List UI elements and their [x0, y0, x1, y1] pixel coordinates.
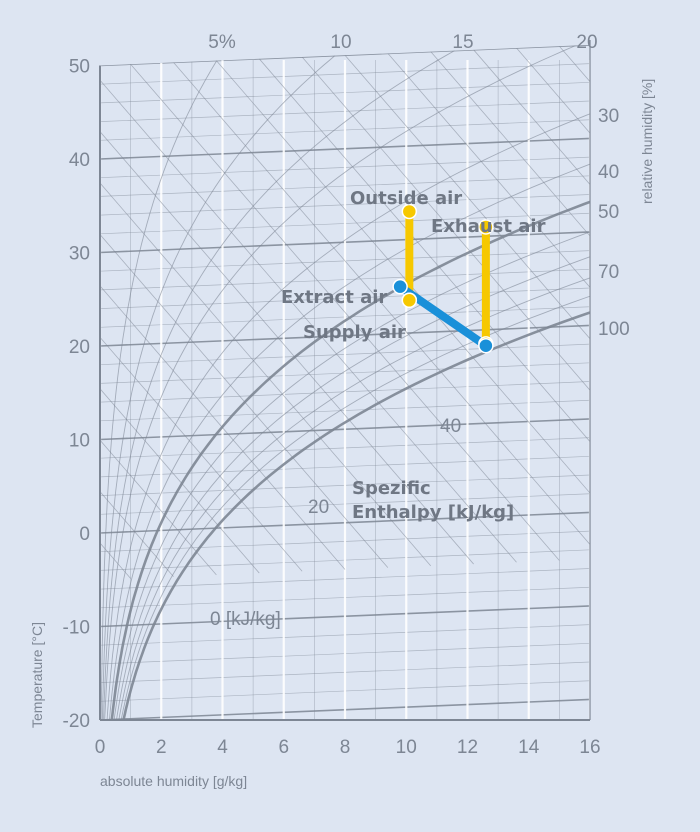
rh-axis-title: relative humidity [%]: [639, 79, 655, 204]
rh-tick-label: 40: [598, 162, 619, 183]
series-point-extract-air: [478, 337, 494, 354]
y-axis-title: Temperature [°C]: [29, 622, 45, 728]
enthalpy-line: [100, 78, 217, 576]
enthalpy-line: [100, 76, 260, 574]
rh-curve-minor: [104, 45, 576, 720]
top-tick-label: 20: [576, 32, 597, 53]
enthalpy-line: [173, 62, 590, 559]
rh-tick-label: 50: [598, 202, 619, 223]
rh-curve-minor: [116, 249, 590, 720]
enthalpy-label-20: 20: [308, 497, 329, 518]
rh-curve-minor: [118, 267, 590, 720]
x-tick-label: 4: [217, 737, 228, 758]
x-tick-label: 8: [340, 737, 351, 758]
enthalpy-line: [100, 80, 174, 577]
label-outside-air: Outside air: [350, 188, 462, 209]
rh-curve-minor: [113, 220, 590, 720]
top-tick-label: 5%: [208, 32, 236, 53]
enthalpy-label-40: 40: [440, 416, 461, 437]
series-point-outside-air: [401, 203, 418, 220]
rh-tick-label: 30: [598, 106, 619, 127]
y-tick-label: 0: [79, 524, 90, 545]
enthalpy-line: [100, 69, 432, 567]
x-tick-label: 12: [457, 737, 478, 758]
curves-layer: [100, 45, 590, 720]
enthalpy-label-0: 0 [kJ/kg]: [210, 609, 281, 630]
top-tick-label: 15: [452, 32, 473, 53]
label-exhaust-air: Exhaust air: [431, 216, 546, 237]
top-tick-label: 10: [330, 32, 351, 53]
y-tick-label: 30: [69, 244, 90, 265]
x-axis-title: absolute humidity [g/kg]: [100, 773, 247, 789]
rh-curve-minor: [120, 286, 590, 720]
enthalpy-line: [100, 65, 517, 563]
y-tick-label: 10: [69, 431, 90, 452]
x-tick-label: 14: [518, 737, 540, 758]
x-tick-label: 2: [156, 737, 167, 758]
series-point-extract-air: [392, 278, 408, 295]
enthalpy-line: [516, 47, 590, 545]
rh-curve-minor: [109, 155, 590, 720]
rh-curve-minor: [101, 55, 336, 720]
rh-tick-label: 100: [598, 319, 630, 340]
label-supply-air: Supply air: [303, 322, 406, 343]
enthalpy-line: [344, 54, 590, 552]
rh-curve-minor: [106, 104, 590, 720]
enthalpy-line: [100, 72, 346, 570]
label-extract-air: Extract air: [281, 287, 387, 308]
x-tick-label: 16: [579, 737, 600, 758]
series-point-supply-air: [401, 292, 418, 309]
x-tick-label: 6: [278, 737, 289, 758]
enthalpy-line: [559, 45, 590, 543]
enthalpy-line: [100, 71, 389, 568]
enthalpy-line: [100, 67, 474, 565]
axes-layer: [99, 40, 591, 721]
y-tick-label: -10: [63, 618, 90, 639]
series-layer: [392, 203, 494, 354]
ticks-layer: -20 -10 0 10 20 30 40 50 0 2 4 6 8 10 12 14 16 5% 10 15 20 30…: [63, 32, 630, 758]
enthalpy-line: [387, 53, 590, 550]
enthalpy-line: [473, 49, 590, 547]
rh-curve-major: [122, 304, 590, 720]
y-tick-label: 20: [69, 337, 90, 358]
enthalpy-line: [130, 63, 560, 561]
enthalpy-line: [430, 51, 590, 549]
enthalpy-line: [688, 41, 700, 537]
rh-curve-minor: [100, 60, 218, 720]
enthalpy-line: [301, 56, 590, 554]
rh-tick-label: 70: [598, 262, 619, 283]
x-tick-label: 10: [396, 737, 417, 758]
x-tick-label: 0: [95, 737, 106, 758]
grid-layer: [100, 41, 700, 721]
enthalpy-title-line2: Enthalpy [kJ/kg]: [352, 502, 514, 523]
y-tick-label: 40: [69, 150, 90, 171]
y-tick-label: -20: [63, 711, 90, 732]
enthalpy-line: [258, 58, 590, 556]
rh-curve-major: [110, 192, 590, 720]
enthalpy-line: [100, 74, 303, 572]
rh-curve-minor: [103, 50, 455, 720]
series-point-exhaust-air: [478, 219, 494, 235]
enthalpy-title-line1: Spezific: [352, 478, 431, 499]
y-tick-label: 50: [69, 57, 90, 78]
